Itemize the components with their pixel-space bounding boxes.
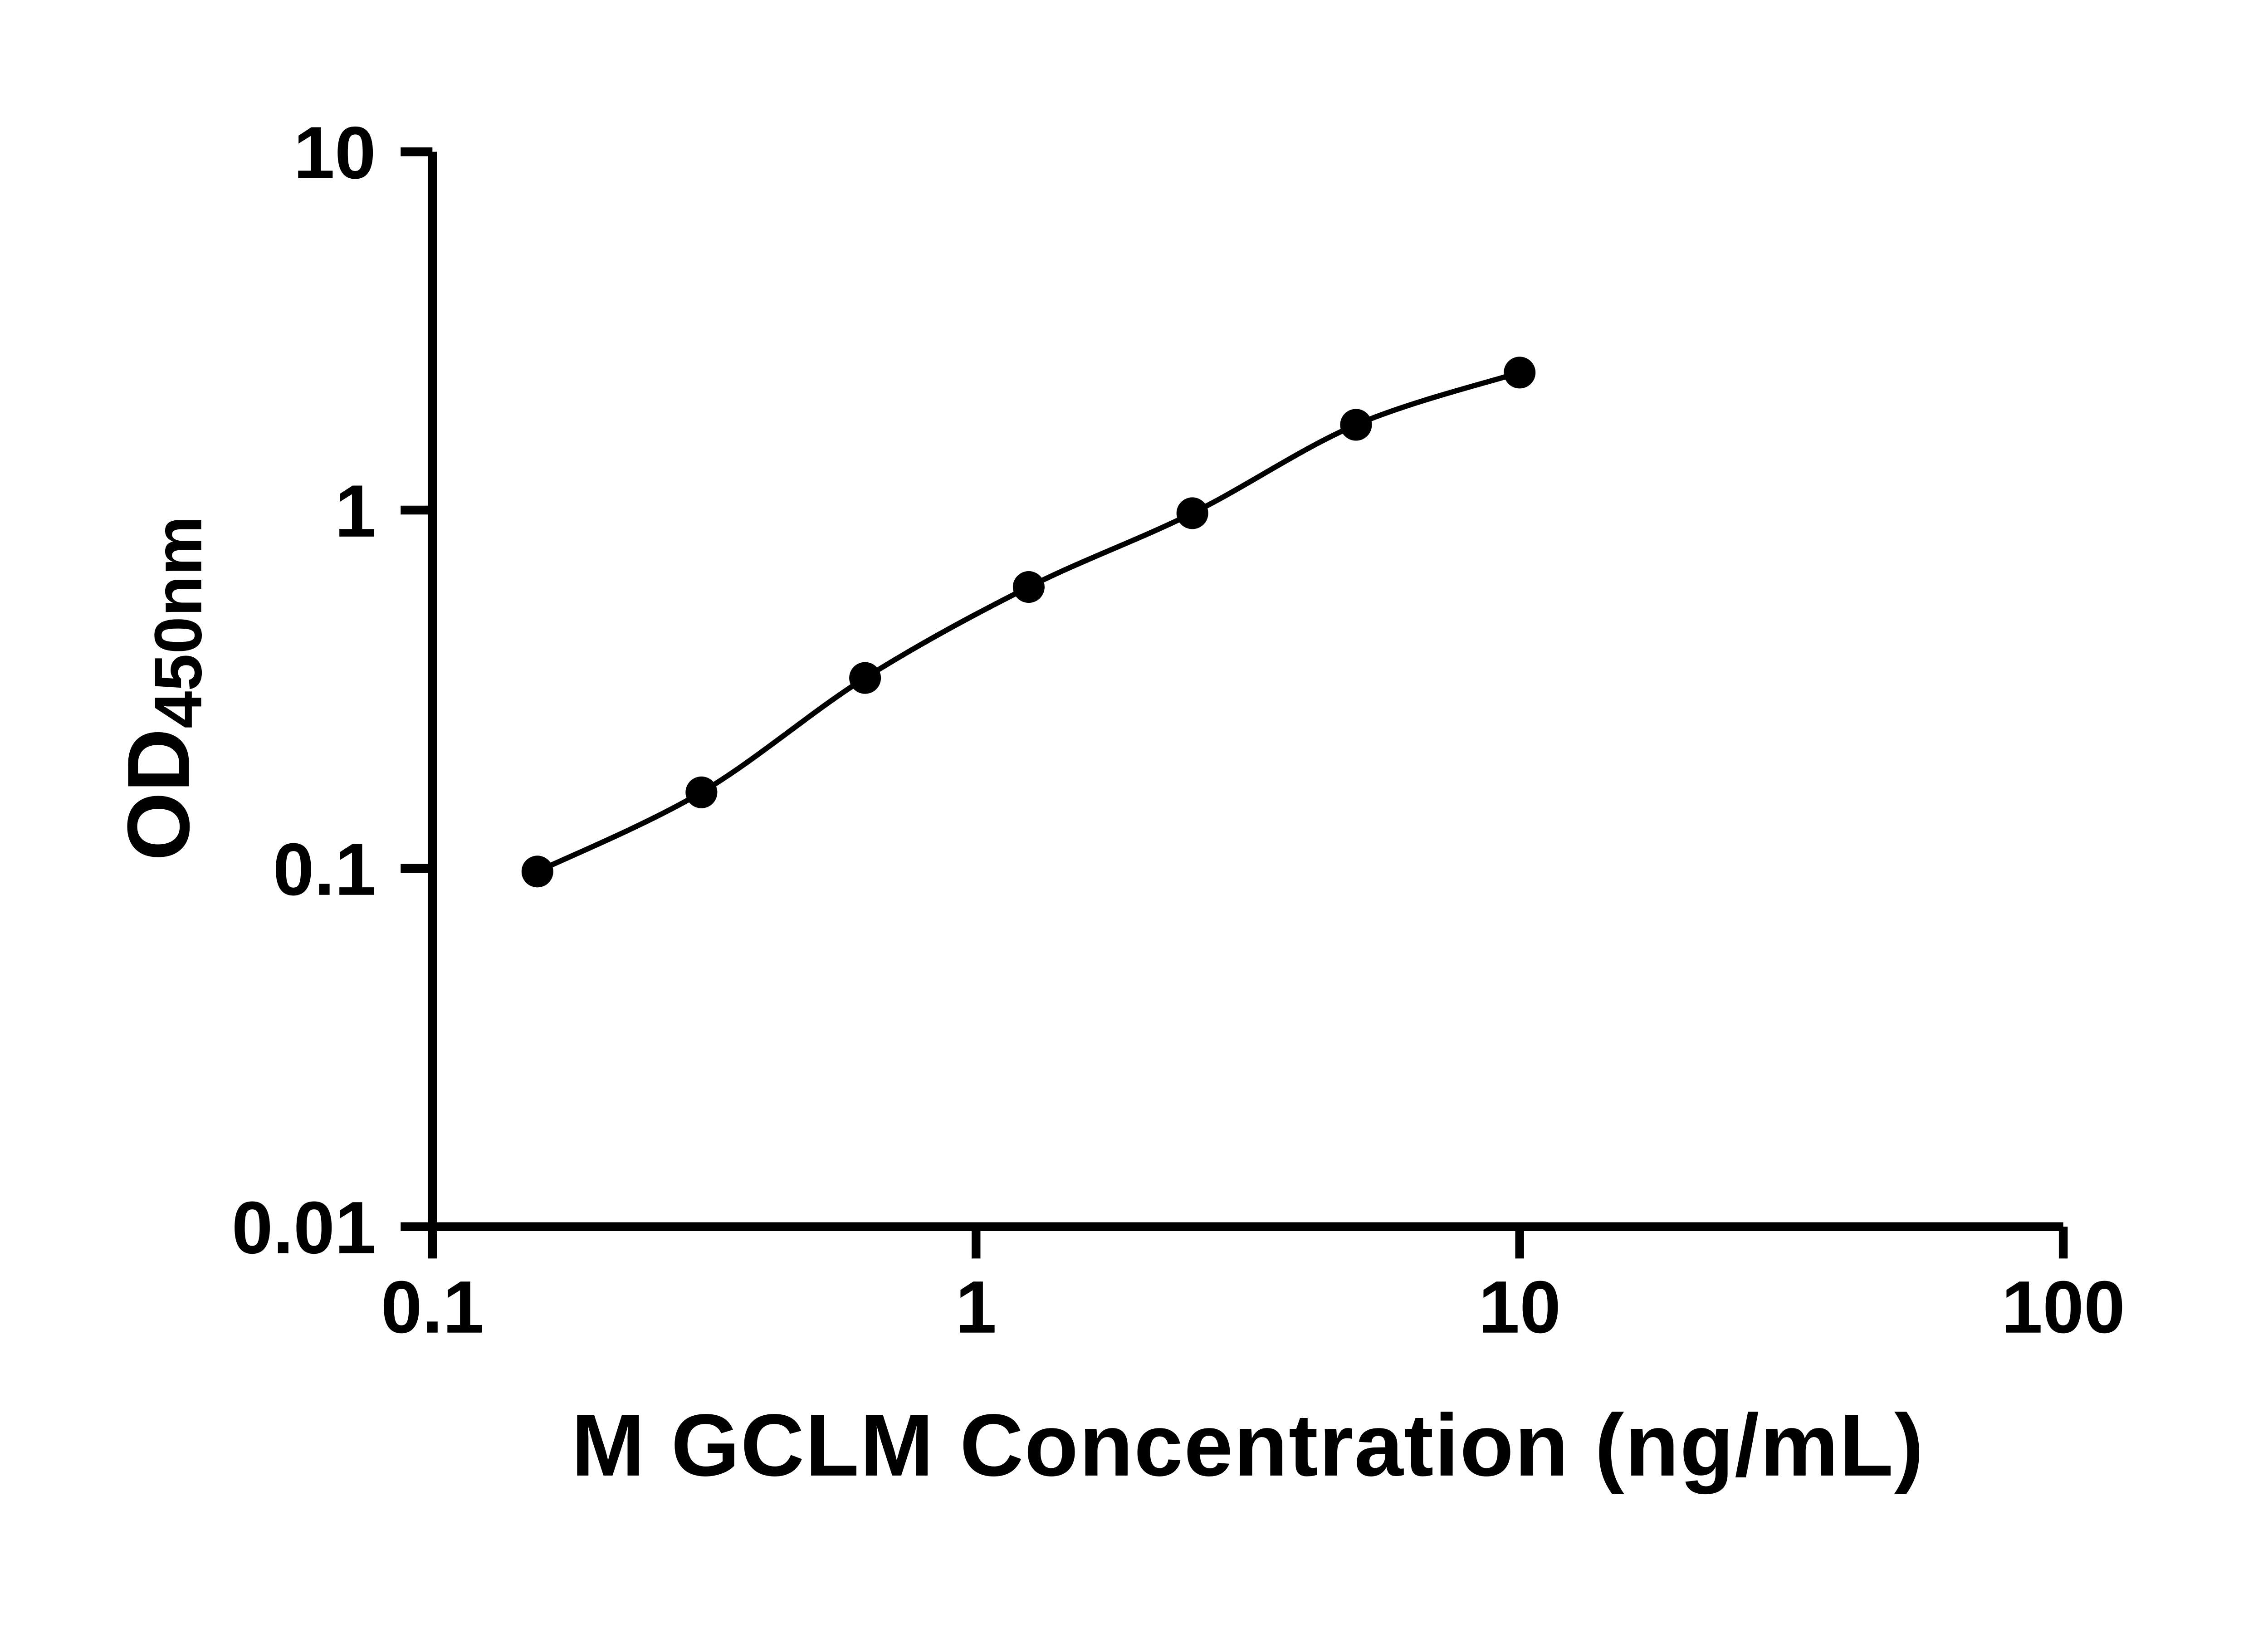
axis-spines bbox=[428, 152, 2063, 1232]
x-axis-tick-label: 0.1 bbox=[381, 1266, 484, 1349]
data-point-marker bbox=[1176, 497, 1208, 529]
series-curve bbox=[536, 370, 1520, 874]
y-axis-tick-label: 0.01 bbox=[232, 1186, 376, 1269]
data-point-marker bbox=[1504, 357, 1536, 389]
x-axis-tick-label: 1 bbox=[955, 1266, 997, 1349]
data-point-marker bbox=[685, 776, 718, 808]
data-point-marker bbox=[1340, 409, 1372, 441]
x-axis-tick-label: 10 bbox=[1478, 1266, 1561, 1349]
x-axis-title: M GCLM Concentration (ng/mL) bbox=[571, 1396, 1925, 1495]
data-point-marker bbox=[849, 662, 881, 694]
data-point-marker bbox=[1012, 571, 1045, 603]
y-axis-tick-label: 1 bbox=[335, 469, 376, 552]
x-axis-tick-label: 100 bbox=[2001, 1266, 2125, 1349]
y-axis-tick-label: 10 bbox=[293, 111, 376, 194]
data-point-marker bbox=[521, 856, 553, 888]
y-axis-tick-label: 0.1 bbox=[273, 828, 376, 911]
standard-curve-figure: 0.1 1 10 100 0.01 0.1 1 10 M GCLM Concentration… bbox=[108, 111, 2125, 1495]
y-axis-title-subscript: 450nm bbox=[143, 516, 217, 728]
y-axis-title: OD450nm bbox=[108, 516, 217, 861]
y-axis-title-main: OD bbox=[109, 728, 209, 861]
